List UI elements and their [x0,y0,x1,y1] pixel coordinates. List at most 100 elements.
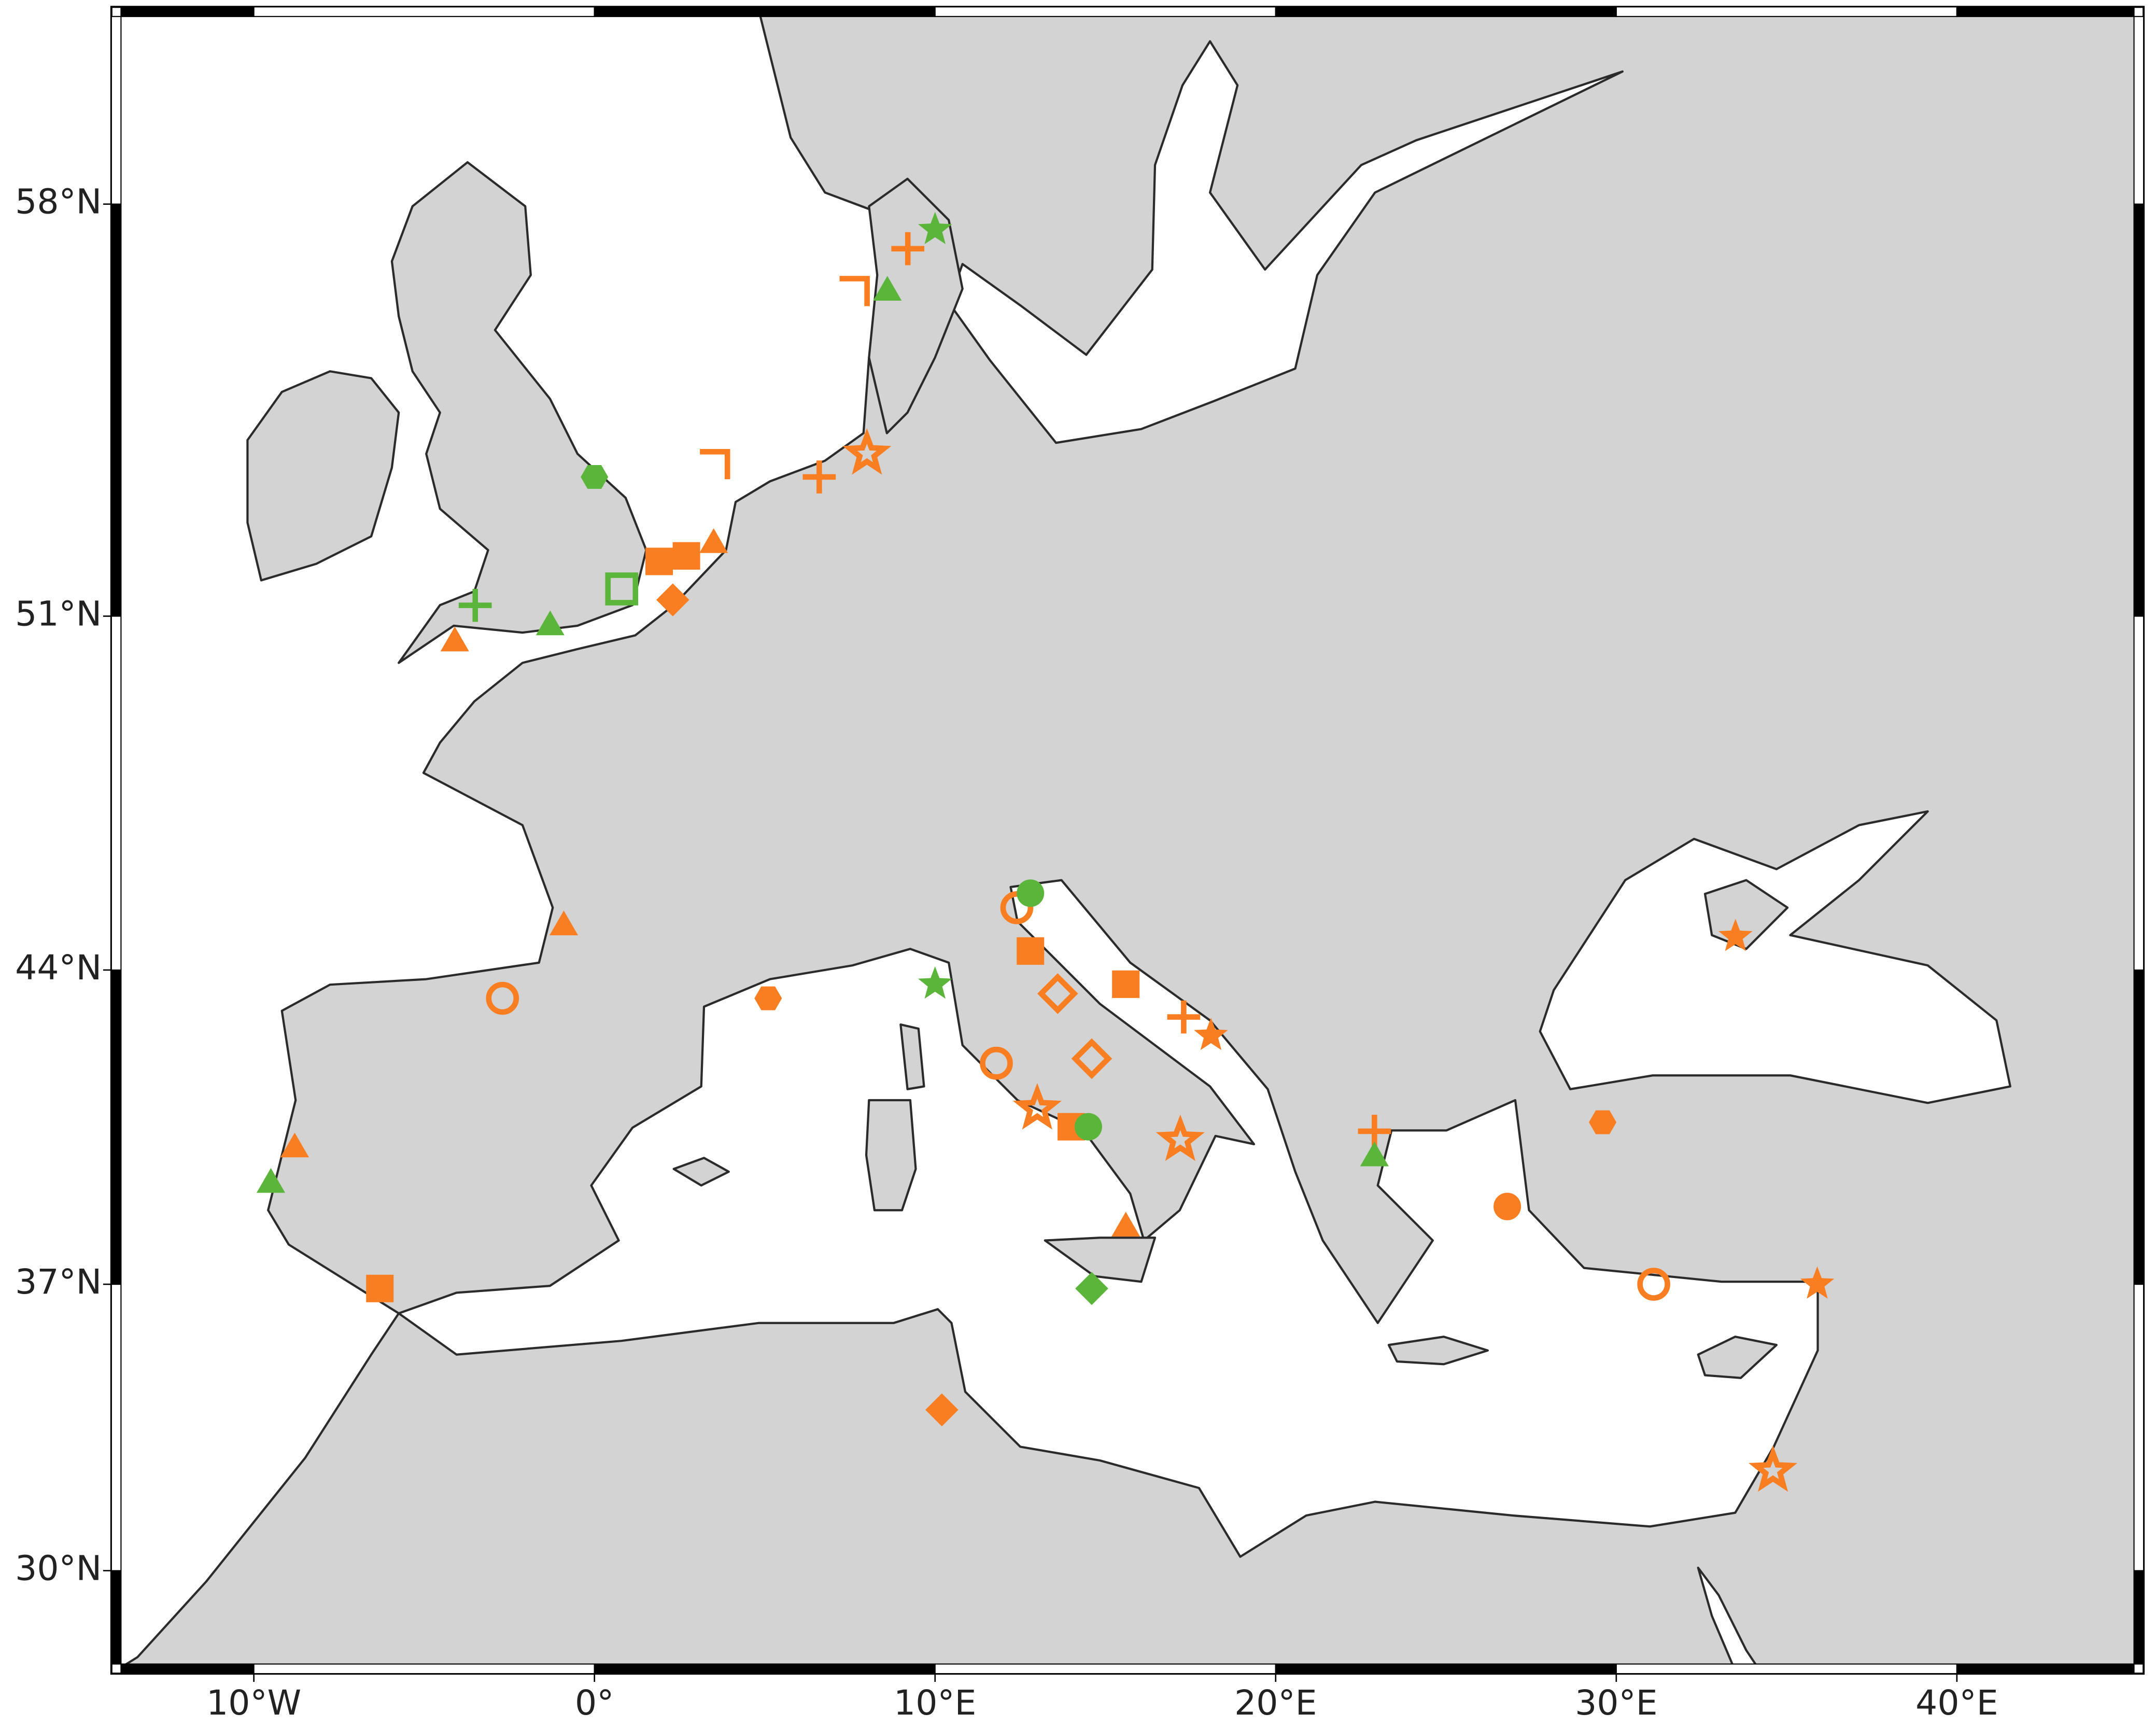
marker [699,528,728,553]
marker [1017,879,1045,907]
marker [280,1132,309,1158]
marker [1155,1114,1205,1161]
frame-segment [594,6,936,17]
marker [1167,1000,1201,1034]
marker [1074,1113,1102,1141]
marker [842,428,892,475]
marker [754,986,782,1010]
black-sea [1539,810,2011,1104]
y-tick-label: 44°N [15,947,102,988]
markers [256,212,1835,1492]
x-tick-label: 0° [575,1682,614,1723]
sardinia [865,1099,917,1212]
y-tick-label: 30°N [15,1548,102,1589]
marker [1194,1017,1228,1050]
marker [1637,1268,1670,1301]
marker [980,1046,1013,1080]
mediterranean-sea [398,879,1819,1558]
marker [549,910,579,936]
red-sea-gulfs [1697,1566,1757,1664]
marker [700,448,730,480]
marker [1112,970,1140,998]
marker [918,966,952,999]
frame-segment [2133,969,2145,1285]
marker [1075,1272,1108,1305]
ireland [246,370,400,582]
marker [1111,1212,1140,1237]
x-tick-label: 10°W [206,1682,301,1723]
marker [605,572,639,606]
tick-labels: 10°W 0° 10°E 20°E 30°E 40°E 30°N 37°N 44°N 51°N 58… [15,181,1998,1723]
frame-segment [110,1283,122,1571]
marker [1800,1266,1835,1299]
jutland [868,177,964,434]
basemap [121,16,2134,1664]
frame-segment [110,16,122,205]
frame-segment [253,1663,595,1675]
marker [366,1274,394,1302]
marker [891,232,925,265]
baltic-sea [948,40,1624,444]
marker [839,276,870,306]
frame-segment [253,6,595,17]
marker [1493,1192,1521,1220]
frame-segment [2133,203,2145,617]
x-tick-label: 30°E [1575,1682,1657,1723]
y-tick-label: 58°N [15,181,102,222]
sicily [1044,1237,1157,1283]
crete [1387,1336,1489,1366]
marker [1718,919,1753,951]
marker [1589,1110,1617,1134]
frame-segment [2133,615,2145,971]
frame-segment [2133,1570,2145,1665]
marker [1071,1038,1112,1079]
frame-segment [110,969,122,1285]
x-tick-label: 40°E [1915,1682,1998,1723]
marker [802,460,836,494]
frame-segment [1956,1663,2135,1675]
frame-segment [110,1570,122,1665]
frame-segment [2133,16,2145,205]
marker [672,542,700,570]
marker [1749,1445,1798,1492]
marker [873,276,902,301]
marker [256,1168,286,1193]
frame-segment [934,1663,1276,1675]
frame [103,6,2145,1682]
marker [581,465,609,489]
marker [1017,937,1045,965]
x-tick-label: 10°E [894,1682,976,1723]
frame-segment [594,1663,936,1675]
x-tick-label: 20°E [1234,1682,1317,1723]
marker [486,981,519,1015]
frame-segment [1956,6,2135,17]
balearics [672,1157,730,1187]
marker [1012,1083,1062,1130]
frame-segment [934,6,1276,17]
marker [645,547,673,575]
y-tick-label: 51°N [15,594,102,634]
frame-segment [120,6,255,17]
marker [1360,1141,1389,1167]
frame-segment [1275,6,1617,17]
frame-segment [110,203,122,617]
frame-segment [110,615,122,971]
frame-segment [2133,1283,2145,1571]
marker [458,588,492,622]
frame-segment [1275,1663,1617,1675]
marker [918,212,952,244]
great-britain [390,161,647,664]
corsica [899,1023,925,1090]
marker [656,583,689,616]
marker [536,610,565,636]
frame-segment [1615,6,1957,17]
marker [440,626,469,652]
frame-segment [1615,1663,1957,1675]
cyprus [1697,1336,1778,1379]
y-tick-label: 37°N [15,1261,102,1302]
frame-segment [120,1663,255,1675]
islands [246,161,1789,1379]
